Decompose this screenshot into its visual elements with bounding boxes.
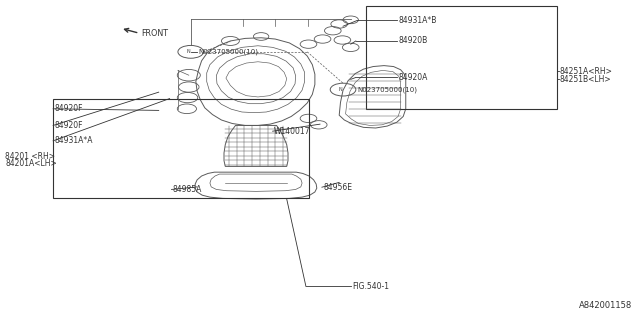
Text: 84931A*B: 84931A*B (398, 16, 436, 25)
Bar (53, 99, 309, 198)
Text: A842001158: A842001158 (579, 301, 632, 310)
Text: 84920F: 84920F (54, 121, 83, 130)
Text: 84201 <RH>: 84201 <RH> (5, 152, 55, 161)
Text: 84251B<LH>: 84251B<LH> (560, 75, 612, 84)
Bar (366, 6, 557, 109)
Text: 84985A: 84985A (173, 185, 202, 194)
Text: FRONT: FRONT (141, 29, 168, 38)
Text: 84931A*A: 84931A*A (54, 136, 93, 145)
Text: N023705000(10): N023705000(10) (198, 49, 259, 55)
Text: 84920F: 84920F (54, 104, 83, 113)
Text: N: N (339, 87, 342, 92)
Text: 84920B: 84920B (398, 36, 428, 45)
Text: N023705000(10): N023705000(10) (357, 86, 417, 93)
Text: N: N (186, 49, 190, 54)
Text: 84956E: 84956E (323, 183, 352, 192)
Text: 84251A<RH>: 84251A<RH> (560, 67, 613, 76)
Text: 84920A: 84920A (398, 73, 428, 82)
Text: 84201A<LH>: 84201A<LH> (5, 159, 57, 168)
Text: W140017: W140017 (274, 127, 310, 136)
Text: FIG.540-1: FIG.540-1 (352, 282, 389, 291)
